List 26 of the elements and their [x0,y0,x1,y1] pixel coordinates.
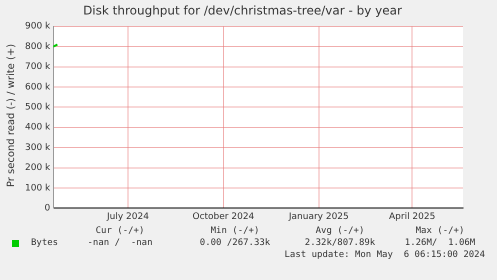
text: Last update: Mon May 6 06:15:00 2024 [284,250,485,260]
y-tick-label: 900 k [24,22,52,32]
text: Cur (-/+) [96,226,144,236]
text: 2.32k/807.89k [304,238,376,248]
text: Avg (-/+) [316,226,364,236]
chart-title: Disk throughput for /dev/christmas-tree/var - by year [83,3,402,18]
y-tick-label: 800 k [24,42,52,52]
y-tick-label: 200 k [24,163,52,174]
y-tick-label: 500 k [24,102,52,113]
y-tick-label: 0 [44,204,51,214]
x-tick-label: January 2025 [288,212,349,222]
y-tick-label: 100 k [24,183,52,194]
text: Max (-/+) [416,226,464,236]
x-tick-label: July 2024 [106,212,150,222]
y-tick-label: 400 k [24,122,52,133]
text: 1.26M/ 1.06M [404,238,476,248]
text: -nan / -nan [87,238,153,248]
text: 0.00 /267.33k [200,238,270,248]
legend-label: Bytes [31,238,58,248]
y-tick-label: 300 k [24,142,52,153]
y-tick-label: 700 k [24,62,52,72]
y-axis-title: Pr second read (-) / write (+) [6,44,17,188]
text: Min (-/+) [210,226,260,236]
x-tick-label: April 2025 [389,212,436,222]
x-tick-label: October 2024 [192,212,255,222]
y-tick-label: 600 k [24,82,52,92]
